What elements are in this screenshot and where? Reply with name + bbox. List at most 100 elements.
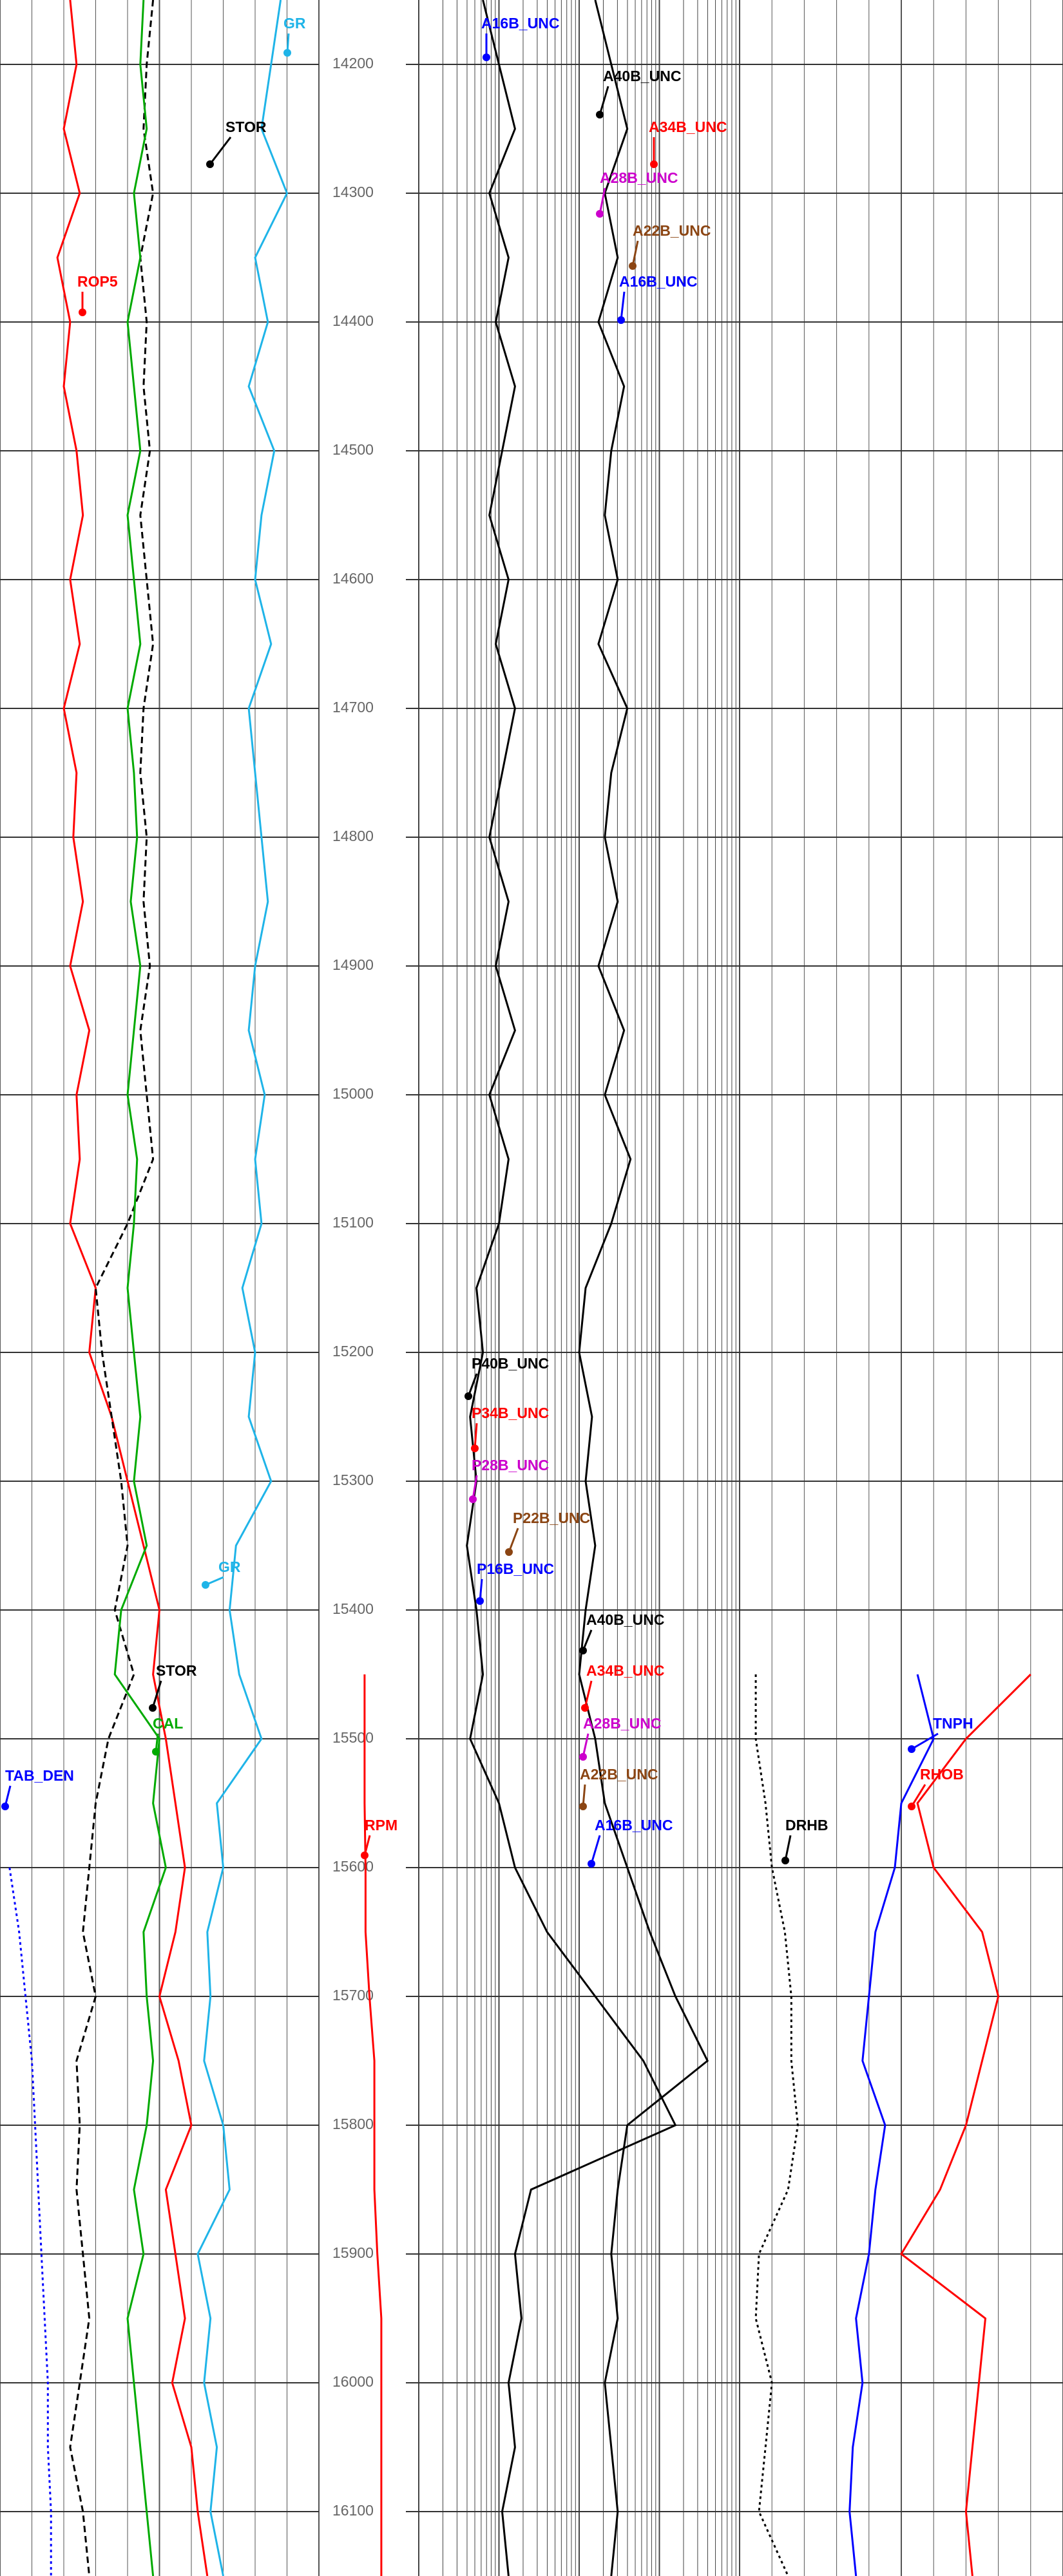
log-curve — [578, 0, 709, 2576]
curve-label: STOR — [156, 1662, 197, 1679]
curve-label: P16B_UNC — [477, 1560, 554, 1577]
curve-label: A16B_UNC — [595, 1817, 673, 1833]
curve-label: RHOB — [920, 1766, 964, 1783]
depth-label: 14600 — [332, 570, 374, 587]
annotation-tip — [483, 53, 490, 61]
log-curve — [69, 0, 155, 2576]
annotation-tip — [781, 1857, 789, 1864]
depth-label: 14900 — [332, 956, 374, 973]
annotation-arrow — [151, 1680, 162, 1709]
annotation-tip — [79, 308, 86, 316]
annotation-arrow — [508, 1528, 519, 1553]
curve-label: P40B_UNC — [472, 1355, 549, 1372]
annotation-arrow — [599, 86, 609, 115]
depth-label: 15500 — [332, 1729, 374, 1746]
depth-label: 15800 — [332, 2116, 374, 2132]
curve-label: A22B_UNC — [580, 1766, 658, 1783]
annotation-tip — [469, 1495, 477, 1503]
annotation-tip — [596, 210, 604, 218]
log-curve — [8, 1867, 52, 2576]
annotation-tip — [650, 160, 658, 168]
annotation-arrow — [631, 240, 639, 267]
curve-label: A40B_UNC — [603, 68, 681, 84]
curve-label: P28B_UNC — [472, 1457, 549, 1473]
annotation-arrow — [209, 137, 232, 165]
depth-label: 15400 — [332, 1600, 374, 1617]
annotation-tip — [629, 262, 637, 270]
log-curve — [113, 0, 167, 2576]
log-curve — [466, 0, 677, 2576]
annotation-arrow — [620, 291, 626, 321]
annotation-arrow — [911, 1732, 939, 1750]
annotation-arrow — [582, 1733, 589, 1757]
annotation-tip — [464, 1392, 472, 1400]
curve-label: STOR — [225, 118, 267, 135]
curve-label: A16B_UNC — [481, 15, 559, 32]
curve-label: RPM — [365, 1817, 397, 1833]
depth-label: 14300 — [332, 184, 374, 200]
depth-label: 16100 — [332, 2502, 374, 2519]
log-curve — [754, 1674, 799, 2576]
depth-label: 15600 — [332, 1858, 374, 1875]
depth-label: 15900 — [332, 2244, 374, 2261]
curve-label: A16B_UNC — [619, 273, 697, 290]
curve-label: TAB_DEN — [5, 1767, 74, 1784]
log-curve — [900, 1673, 1031, 2576]
log-curve — [196, 0, 289, 2576]
annotation-tip — [617, 316, 625, 324]
annotation-tip — [1, 1803, 9, 1810]
annotation-tip — [283, 49, 291, 57]
curve-label: TNPH — [933, 1715, 973, 1732]
curve-label: ROP5 — [77, 273, 118, 290]
annotation-tip — [206, 160, 214, 168]
annotation-arrow — [784, 1835, 792, 1861]
depth-label: 15200 — [332, 1343, 374, 1359]
curve-label: A28B_UNC — [583, 1715, 661, 1732]
annotation-arrow — [910, 1784, 926, 1807]
annotation-tip — [579, 1803, 587, 1810]
curve-label: P34B_UNC — [472, 1405, 549, 1421]
annotation-tip — [505, 1548, 513, 1556]
depth-label: 15000 — [332, 1085, 374, 1102]
curve-label: GR — [283, 15, 306, 32]
log-curve — [56, 0, 209, 2576]
curve-label: P22B_UNC — [513, 1510, 590, 1526]
annotation-arrow — [590, 1835, 601, 1864]
annotation-tip — [149, 1704, 157, 1712]
curve-label: DRHB — [785, 1817, 828, 1833]
curve-label: GR — [218, 1558, 241, 1575]
annotation-arrow — [599, 187, 606, 214]
depth-label: 15100 — [332, 1214, 374, 1231]
log-curve — [848, 1674, 935, 2576]
annotation-tip — [908, 1803, 915, 1810]
curve-label: A34B_UNC — [586, 1662, 664, 1679]
annotation-tip — [579, 1753, 587, 1761]
annotation-tip — [476, 1597, 484, 1605]
depth-label: 14800 — [332, 828, 374, 844]
annotation-tip — [471, 1444, 479, 1452]
depth-label: 16000 — [332, 2373, 374, 2390]
annotation-tip — [908, 1745, 915, 1753]
curve-label: A22B_UNC — [633, 222, 711, 239]
annotation-tip — [202, 1581, 209, 1589]
annotation-arrow — [474, 1423, 478, 1449]
depth-label: 14500 — [332, 441, 374, 458]
annotation-arrow — [584, 1680, 593, 1709]
depth-label: 15300 — [332, 1472, 374, 1488]
curve-label: CAL — [153, 1715, 183, 1732]
annotation-arrow — [467, 1373, 478, 1397]
curve-label: A28B_UNC — [600, 169, 678, 186]
depth-label: 14200 — [332, 55, 374, 71]
annotation-tip — [588, 1860, 595, 1868]
annotation-arrow — [472, 1475, 478, 1500]
depth-label: 14400 — [332, 312, 374, 329]
log-curve — [363, 1674, 383, 2576]
annotation-tip — [361, 1852, 369, 1859]
annotation-tip — [596, 111, 604, 118]
annotation-tip — [579, 1647, 587, 1654]
curve-label: A34B_UNC — [649, 118, 727, 135]
annotation-tip — [152, 1748, 160, 1756]
depth-label: 14700 — [332, 699, 374, 715]
curve-label: A40B_UNC — [586, 1611, 664, 1628]
